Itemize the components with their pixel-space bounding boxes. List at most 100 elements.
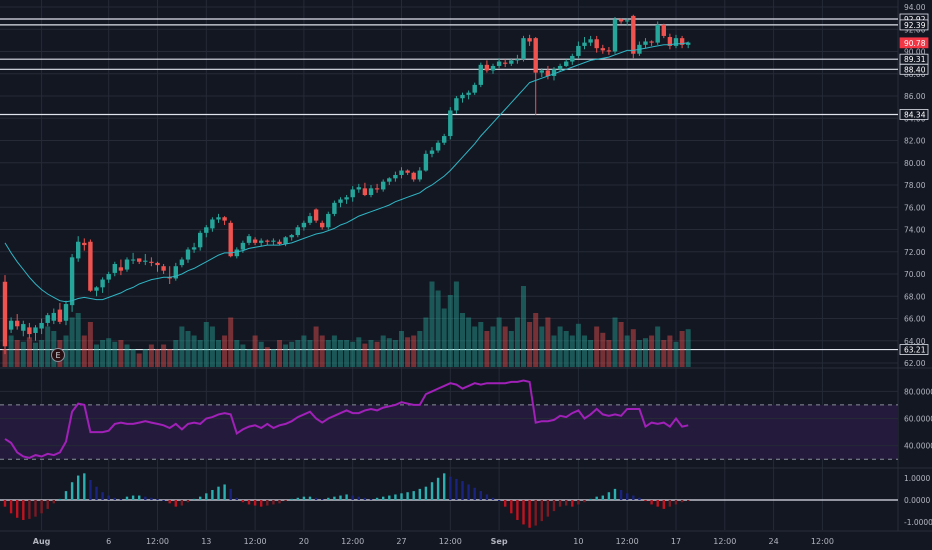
oscillator-bar — [583, 500, 586, 503]
candle-body — [15, 320, 20, 327]
candle-body — [612, 19, 618, 52]
candle-body — [496, 61, 502, 66]
volume-bar — [557, 326, 563, 367]
oscillator-bar — [83, 473, 86, 500]
oscillator-bar — [113, 497, 116, 500]
price-tick-label: 86.00 — [904, 92, 926, 101]
candle-body — [45, 315, 50, 323]
volume-bar — [130, 349, 136, 367]
oscillator-bar — [217, 486, 220, 500]
price-tick-label: 90.00 — [904, 48, 926, 57]
time-tick-label: 12:00 — [439, 537, 462, 546]
oscillator-bar — [253, 500, 257, 506]
price-axis[interactable]: 62.00 64.00 66.00 68.00 70.00 72.00 74.00 76.00… — [899, 3, 932, 527]
volume-bar — [624, 335, 630, 367]
oscillator-bar — [577, 500, 580, 505]
volume-bar — [155, 349, 160, 367]
candle-body — [679, 38, 685, 45]
oscillator-bar — [424, 486, 428, 500]
oscillator-bar — [601, 495, 604, 500]
oscillator-bar — [363, 497, 367, 500]
volume-bar — [191, 335, 197, 367]
horizontal-levels[interactable] — [0, 18, 898, 351]
volume-bar — [569, 335, 575, 367]
candle-body — [320, 222, 325, 228]
oscillator-bar — [516, 500, 519, 520]
volume-bar — [344, 340, 350, 367]
candle-body — [539, 70, 544, 73]
oscillator-bar — [644, 500, 647, 502]
candle-body — [252, 239, 258, 243]
candle-body — [661, 24, 666, 36]
candle-body — [155, 262, 160, 266]
volume-bar — [374, 341, 380, 367]
candle-body — [356, 187, 361, 190]
volume-bar — [33, 342, 38, 367]
volume-bar — [594, 326, 600, 367]
price-pane[interactable] — [0, 14, 898, 367]
oscillator-bar — [64, 491, 68, 500]
volume-bar — [423, 317, 429, 367]
candle-body — [332, 202, 337, 214]
candle-body — [588, 39, 593, 43]
oscillator-bar — [211, 490, 214, 500]
time-axis[interactable]: Aug 6 12:00 13 12:00 20 12:00 27 12:00 Sep 10 12:00… — [33, 537, 834, 546]
candle-body — [191, 247, 197, 250]
oscillator-bar — [357, 496, 360, 500]
oscillator-bar — [229, 488, 232, 500]
oscillator-bar — [290, 498, 293, 500]
candle-body — [295, 227, 300, 236]
oscillator-bar — [144, 496, 147, 500]
volume-bar — [148, 344, 154, 367]
volume-bar — [234, 340, 240, 367]
volume-bar — [521, 286, 526, 367]
volume-bar — [545, 317, 551, 367]
oscillator-bar — [107, 495, 110, 500]
rsi-pane[interactable] — [0, 379, 898, 460]
time-tick-label: 13 — [201, 537, 211, 546]
oscillator-bar — [327, 497, 330, 500]
oscillator-bar — [205, 493, 208, 500]
candle-body — [240, 242, 246, 250]
volume-bar — [185, 331, 191, 367]
oscillator-bar — [687, 500, 690, 502]
volume-bar — [203, 322, 209, 367]
volume-bar — [8, 335, 14, 367]
candle-body — [271, 240, 276, 242]
oscillator-bar — [308, 496, 312, 500]
volume-bar — [258, 341, 264, 367]
candle-body — [393, 174, 398, 179]
volume-bar — [301, 335, 307, 367]
oscillator-bar — [351, 495, 354, 500]
oscillator-bar — [296, 497, 299, 500]
volume-bar — [264, 347, 270, 367]
candle-body — [88, 241, 93, 291]
candle-body — [63, 304, 69, 321]
oscillator-bar — [528, 500, 531, 528]
candle-body — [69, 257, 75, 306]
candle-body — [106, 274, 111, 280]
rsi-tick-label: 40.0000 — [904, 442, 932, 451]
volume-bar — [661, 340, 667, 367]
oscillator-bar — [479, 491, 482, 500]
candle-body — [167, 277, 172, 279]
candle-body — [344, 197, 349, 200]
earnings-marker[interactable]: E — [51, 348, 65, 362]
candle-body — [179, 259, 185, 266]
time-tick-label: Aug — [33, 537, 51, 546]
oscillator-bar — [589, 498, 592, 500]
oscillator-bar — [345, 494, 348, 500]
candle-body — [570, 55, 575, 62]
candle-body — [289, 235, 294, 238]
volume-bar — [246, 349, 252, 367]
price-tick-label: 76.00 — [904, 203, 926, 212]
volume-bar — [496, 317, 502, 367]
rsi-line — [4, 379, 689, 459]
oscillator-pane[interactable] — [0, 473, 898, 528]
price-tick-label: 82.00 — [904, 137, 926, 146]
candle-body — [76, 241, 81, 259]
oscillator-bar — [443, 473, 446, 500]
oscillator-bar — [16, 500, 19, 518]
oscillator-bar — [150, 497, 153, 500]
